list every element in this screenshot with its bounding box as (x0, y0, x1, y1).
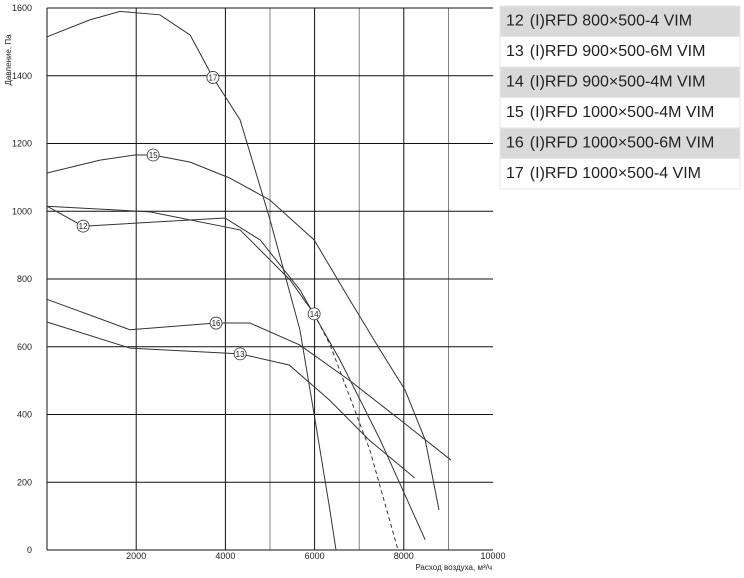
x-tick-label: 4000 (215, 551, 235, 561)
curve-label: 14 (310, 310, 319, 319)
legend-row (499, 66, 741, 98)
x-tick-label: 6000 (305, 551, 325, 561)
curve-label: 17 (208, 73, 217, 82)
curve-marker (307, 307, 321, 321)
legend-model: (I)RFD 900×500-4M VIM (530, 73, 706, 90)
y-axis-title: Давление, Па (4, 34, 13, 86)
curve-marker (76, 219, 90, 233)
curve-marker (209, 316, 223, 330)
legend-model: (I)RFD 1000×500-6M VIM (530, 134, 715, 151)
legend-model: (I)RFD 800×500-4 VIM (530, 12, 692, 29)
x-tick-label: 2000 (126, 551, 146, 561)
legend-model: (I)RFD 1000×500-4 VIM (530, 165, 701, 182)
legend-id: 16 (506, 134, 524, 151)
y-tick-label: 400 (17, 410, 32, 420)
legend-entry: 14 (I)RFD 900×500-4M VIM (506, 73, 705, 90)
legend-id: 12 (506, 12, 524, 29)
y-tick-label: 0 (27, 545, 32, 555)
y-tick-label: 1600 (12, 3, 32, 13)
curve (46, 298, 452, 461)
legend-row (499, 5, 741, 37)
legend-entry: 17 (I)RFD 1000×500-4 VIM (506, 165, 701, 182)
curve-marker (206, 71, 220, 84)
legend-model: (I)RFD 1000×500-4M VIM (530, 104, 715, 121)
curve (46, 154, 440, 511)
curve-label: 15 (149, 151, 158, 160)
curve-label: 12 (79, 222, 88, 231)
x-tick-label: 8000 (394, 551, 414, 561)
curve-marker (146, 148, 160, 162)
legend-entry: 15 (I)RFD 1000×500-4M VIM (506, 104, 714, 121)
y-tick-label: 600 (17, 342, 32, 352)
x-tick-label: 10000 (480, 551, 505, 561)
y-tick-label: 1000 (12, 206, 32, 216)
curve (46, 205, 426, 541)
y-tick-label: 1400 (12, 71, 32, 81)
legend-id: 13 (506, 43, 524, 60)
curve-marker (233, 347, 247, 361)
curve-dashed (313, 313, 399, 551)
legend-row (499, 127, 741, 159)
legend-id: 14 (506, 73, 524, 90)
legend-model: (I)RFD 900×500-6M VIM (530, 43, 706, 60)
curve-label: 16 (212, 319, 221, 328)
legend-entry: 13 (I)RFD 900×500-6M VIM (506, 43, 705, 60)
legend-row (499, 158, 741, 190)
legend-id: 17 (506, 165, 524, 182)
curve (46, 10, 337, 551)
legend-entry: 12 (I)RFD 800×500-4 VIM (506, 12, 692, 29)
y-tick-label: 200 (17, 477, 32, 487)
x-axis-title: Расход воздуха, м³/ч (415, 563, 492, 572)
curve (46, 205, 315, 315)
curve-label: 13 (236, 350, 245, 359)
legend-row (499, 97, 741, 129)
legend-id: 15 (506, 104, 524, 121)
y-tick-label: 800 (17, 274, 32, 284)
y-tick-label: 1200 (12, 139, 32, 149)
curve (46, 321, 415, 479)
legend-entry: 16 (I)RFD 1000×500-6M VIM (506, 134, 714, 151)
